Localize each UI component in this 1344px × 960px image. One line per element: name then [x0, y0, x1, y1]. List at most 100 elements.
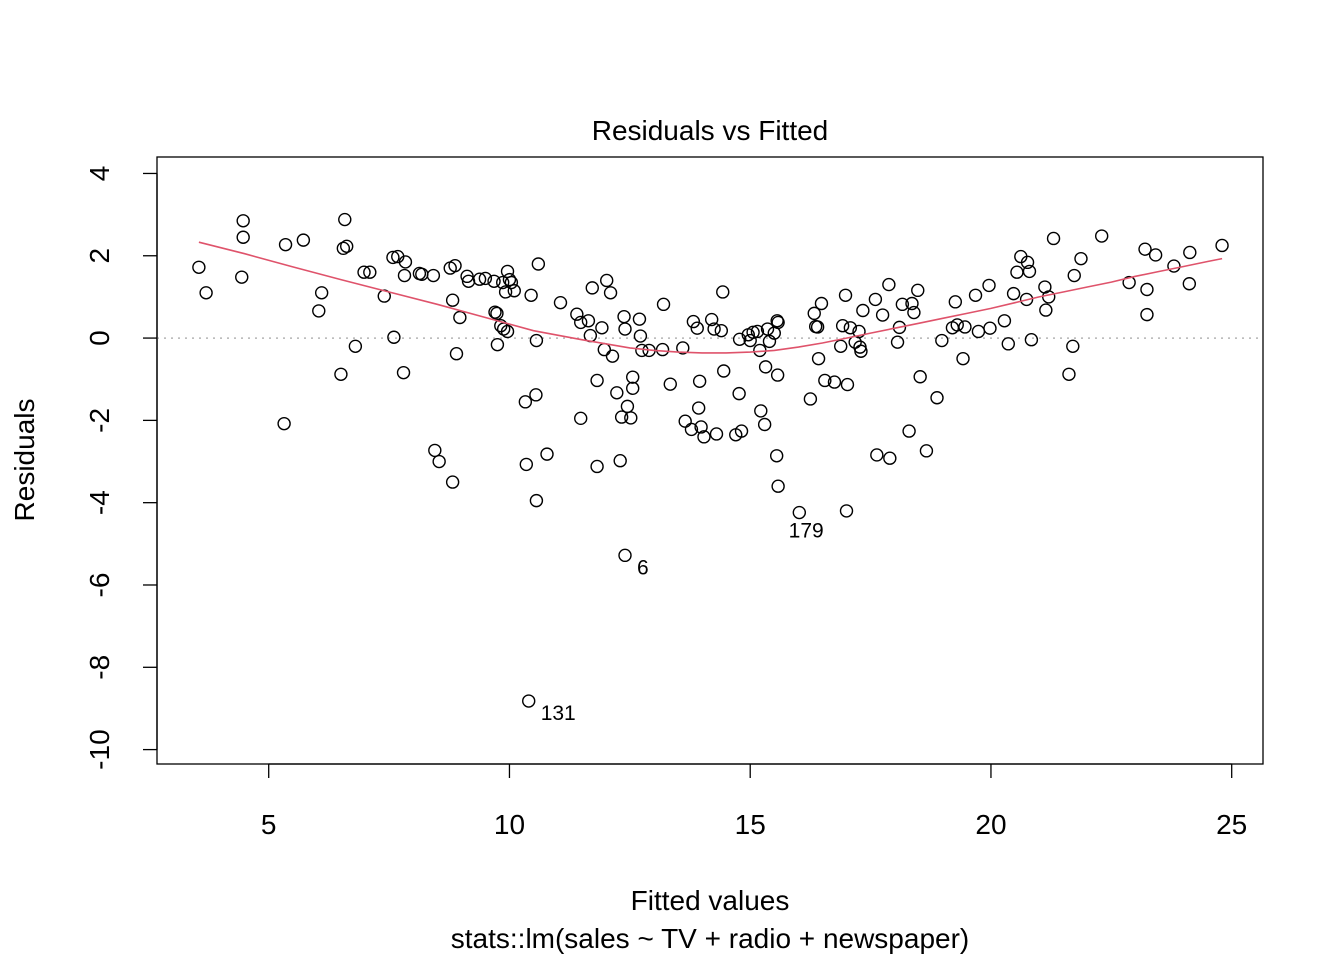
data-point: [610, 386, 624, 400]
data-point: [603, 286, 618, 300]
data-point: [490, 306, 504, 321]
data-point: [743, 333, 757, 348]
data-point: [398, 255, 413, 269]
data-point: [618, 322, 632, 336]
data-point: [626, 381, 640, 395]
data-point: [635, 343, 649, 358]
x-tick-label: 15: [735, 809, 766, 840]
data-point: [792, 505, 807, 520]
data-point: [1019, 292, 1034, 307]
data-point: [235, 270, 249, 284]
data-point: [709, 427, 724, 441]
data-point: [690, 321, 704, 335]
data-point: [496, 275, 510, 290]
data-point: [678, 414, 692, 428]
data-point: [814, 296, 829, 311]
data-point: [529, 493, 544, 508]
data-point: [895, 297, 910, 312]
data-point: [656, 297, 671, 312]
data-point: [919, 444, 934, 458]
data-point: [870, 448, 884, 462]
data-point: [1140, 307, 1154, 322]
data-point: [810, 320, 825, 334]
data-point: [334, 367, 348, 381]
data-point: [1183, 245, 1197, 260]
data-point: [613, 454, 627, 468]
data-point: [338, 212, 352, 227]
data-point: [843, 321, 858, 335]
data-point: [590, 459, 604, 474]
data-point: [363, 265, 377, 279]
data-point: [553, 295, 568, 310]
y-tick-label: -4: [84, 490, 115, 515]
data-point: [617, 309, 631, 324]
data-point: [754, 404, 768, 418]
data-point: [597, 342, 612, 357]
outlier-label: 179: [789, 519, 824, 542]
data-point: [1094, 229, 1109, 243]
data-point: [892, 320, 907, 335]
data-point: [1024, 333, 1039, 347]
data-point: [498, 285, 513, 299]
y-tick-label: -2: [84, 408, 115, 433]
data-point: [488, 305, 502, 319]
data-point: [386, 250, 400, 265]
data-point: [570, 307, 584, 321]
data-point: [750, 324, 765, 339]
data-point: [1067, 268, 1081, 283]
data-point: [478, 271, 493, 286]
data-point: [840, 377, 855, 392]
data-point: [522, 694, 536, 708]
data-point: [445, 293, 460, 307]
data-point: [387, 330, 401, 344]
chart-title: Residuals vs Fitted: [592, 115, 829, 146]
data-point: [278, 237, 293, 252]
data-point: [540, 447, 554, 461]
data-point: [732, 332, 747, 347]
data-point: [771, 315, 785, 330]
data-point: [716, 285, 730, 299]
data-point: [595, 321, 609, 335]
data-point: [1010, 265, 1024, 279]
y-tick-label: -6: [84, 573, 115, 598]
x-tick-label: 25: [1216, 809, 1247, 840]
data-point: [1122, 275, 1136, 290]
data-point: [312, 304, 326, 318]
data-point: [856, 303, 870, 318]
data-point: [971, 324, 986, 339]
data-point: [883, 451, 897, 465]
data-point: [445, 475, 460, 489]
data-point: [911, 283, 925, 298]
data-point: [600, 273, 614, 288]
data-point: [734, 424, 749, 438]
data-point: [807, 306, 821, 321]
data-point: [1042, 290, 1056, 304]
data-point: [838, 288, 853, 302]
y-axis-title: Residuals: [9, 399, 40, 522]
data-point: [1140, 282, 1154, 297]
data-point: [340, 239, 354, 254]
data-point: [574, 315, 588, 330]
data-point: [717, 364, 731, 378]
data-point: [907, 305, 921, 320]
data-point: [1215, 238, 1229, 253]
data-point: [1001, 337, 1015, 351]
data-point: [762, 334, 777, 349]
data-point: [448, 258, 462, 273]
plot-frame: [156, 156, 1264, 765]
data-point: [432, 454, 446, 469]
y-tick-label: 4: [84, 166, 115, 182]
data-point: [502, 272, 517, 287]
data-point: [1066, 339, 1080, 354]
data-point: [663, 377, 677, 391]
data-point: [590, 373, 604, 388]
x-tick-label: 5: [261, 809, 277, 840]
data-point: [694, 420, 708, 434]
data-point: [277, 416, 291, 431]
data-point: [958, 320, 972, 334]
data-point: [1182, 277, 1197, 291]
data-point: [691, 401, 706, 415]
data-point: [697, 430, 711, 444]
data-points: [192, 212, 1229, 708]
data-point: [500, 324, 515, 339]
